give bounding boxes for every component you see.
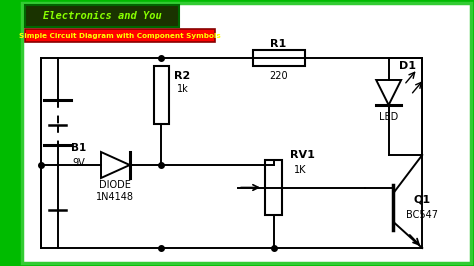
Text: R1: R1 [270,39,286,49]
Text: Q1: Q1 [414,195,431,205]
Text: D1: D1 [399,61,416,71]
Polygon shape [376,80,401,105]
Text: 1N4148: 1N4148 [96,192,135,202]
Text: DIODE: DIODE [100,180,131,190]
Text: RV1: RV1 [290,150,315,160]
Bar [25,5,179,27]
Text: BC547: BC547 [406,210,438,220]
Text: 1k: 1k [177,84,188,94]
Text: 9V: 9V [73,158,85,168]
Text: LED: LED [379,112,398,122]
Text: 1K: 1K [294,165,307,175]
Polygon shape [101,152,130,178]
Text: R2: R2 [174,71,191,81]
Text: Simple Circuit Diagram with Component Symbols: Simple Circuit Diagram with Component Sy… [19,33,221,39]
Bar [265,160,282,215]
Bar [25,29,215,42]
Text: Electronics and You: Electronics and You [43,11,161,21]
Bar [253,50,305,66]
Bar [154,66,169,124]
Text: B1: B1 [71,143,87,153]
Text: 220: 220 [269,71,288,81]
